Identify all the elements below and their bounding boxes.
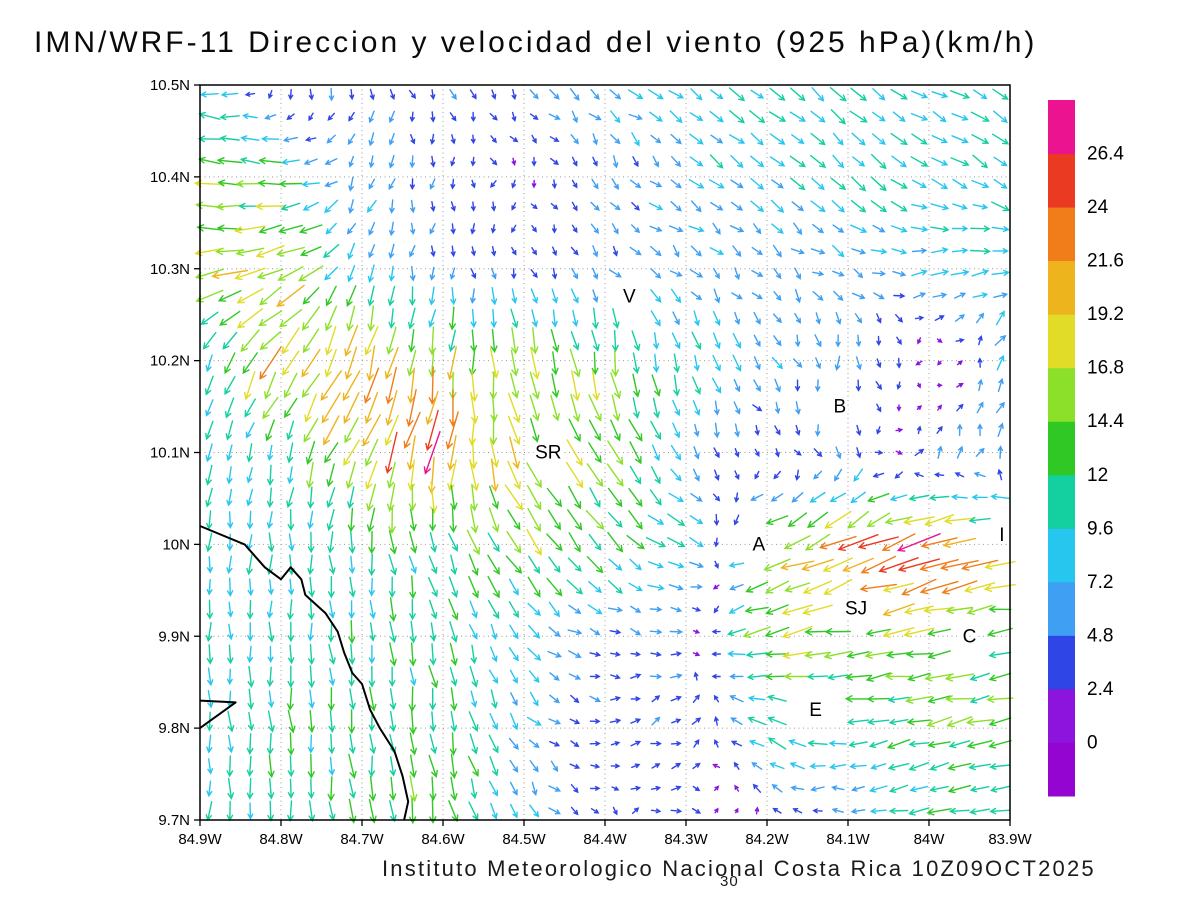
station-label: E bbox=[809, 700, 822, 721]
lon-tick-label: 84.9W bbox=[178, 831, 222, 848]
colorbar-tick-label: 16.8 bbox=[1087, 358, 1124, 379]
colorbar-segment bbox=[1048, 528, 1075, 583]
station-label: B bbox=[834, 397, 847, 418]
chart-title: IMN/WRF-11 Direccion y velocidad del vie… bbox=[34, 26, 1038, 59]
colorbar-segment bbox=[1048, 260, 1075, 315]
colorbar-segment bbox=[1048, 474, 1075, 529]
lat-tick-label: 10.3N bbox=[150, 261, 190, 278]
lon-tick-label: 84.3W bbox=[664, 831, 708, 848]
colorbar-tick-label: 7.2 bbox=[1087, 572, 1113, 593]
station-labels: V B SR A I SJ C E bbox=[532, 283, 1007, 723]
lat-tick-label: 10.5N bbox=[150, 77, 190, 94]
station-label: C bbox=[963, 626, 977, 647]
lat-tick-label: 9.8N bbox=[158, 720, 190, 737]
gridlines bbox=[199, 84, 1011, 821]
lat-tick-label: 9.7N bbox=[158, 812, 190, 829]
lat-tick-label: 10N bbox=[162, 536, 190, 553]
station-label: I bbox=[999, 525, 1004, 546]
colorbar-segment bbox=[1048, 742, 1075, 797]
colorbar-tick-label: 12 bbox=[1087, 465, 1108, 486]
colorbar-segment bbox=[1048, 100, 1075, 155]
colorbar-segment bbox=[1048, 581, 1075, 636]
colorbar: 26.4 24 21.6 19.2 16.8 14.4 12 9.6 7.2 4.8 2.4 0 bbox=[1048, 100, 1124, 797]
colorbar-segment bbox=[1048, 688, 1075, 743]
lon-tick-label: 83.9W bbox=[988, 831, 1032, 848]
lon-tick-label: 84.4W bbox=[583, 831, 627, 848]
colorbar-tick-label: 0 bbox=[1087, 732, 1098, 753]
lon-tick-label: 84.2W bbox=[745, 831, 789, 848]
wind-vectors bbox=[193, 87, 1016, 825]
lat-tick-label: 10.1N bbox=[150, 445, 190, 462]
colorbar-tick-label: 24 bbox=[1087, 197, 1109, 218]
axis-labels: 10.5N 10.4N 10.3N 10.2N 10.1N 10N 9.9N 9.8N 9.7N… bbox=[150, 77, 1033, 848]
station-label: V bbox=[623, 286, 636, 307]
lon-tick-label: 84W bbox=[914, 831, 946, 848]
lon-tick-label: 84.8W bbox=[259, 831, 303, 848]
colorbar-tick-label: 4.8 bbox=[1087, 625, 1113, 646]
colorbar-segment bbox=[1048, 635, 1075, 690]
page-number: 30 bbox=[720, 873, 739, 890]
colorbar-tick-label: 2.4 bbox=[1087, 679, 1114, 700]
colorbar-tick-label: 21.6 bbox=[1087, 251, 1124, 272]
colorbar-segment bbox=[1048, 367, 1075, 422]
lon-tick-label: 84.1W bbox=[826, 831, 870, 848]
lon-tick-label: 84.5W bbox=[502, 831, 546, 848]
lon-tick-label: 84.7W bbox=[340, 831, 384, 848]
lat-tick-label: 10.4N bbox=[150, 169, 190, 186]
colorbar-tick-label: 19.2 bbox=[1087, 304, 1124, 325]
colorbar-tick-label: 9.6 bbox=[1087, 518, 1113, 539]
station-label: SJ bbox=[845, 599, 867, 620]
colorbar-segment bbox=[1048, 314, 1075, 369]
lon-tick-label: 84.6W bbox=[421, 831, 465, 848]
colorbar-tick-label: 26.4 bbox=[1087, 144, 1124, 165]
colorbar-segment bbox=[1048, 421, 1075, 476]
station-label: A bbox=[753, 534, 766, 555]
colorbar-tick-label: 14.4 bbox=[1087, 411, 1124, 432]
station-label: SR bbox=[535, 443, 561, 464]
chart-caption: Instituto Meteorologico Nacional Costa R… bbox=[382, 856, 1096, 881]
coastline bbox=[199, 525, 410, 821]
colorbar-segment bbox=[1048, 207, 1075, 262]
lat-tick-label: 10.2N bbox=[150, 353, 190, 370]
colorbar-segment bbox=[1048, 153, 1075, 208]
lat-tick-label: 9.9N bbox=[158, 628, 190, 645]
